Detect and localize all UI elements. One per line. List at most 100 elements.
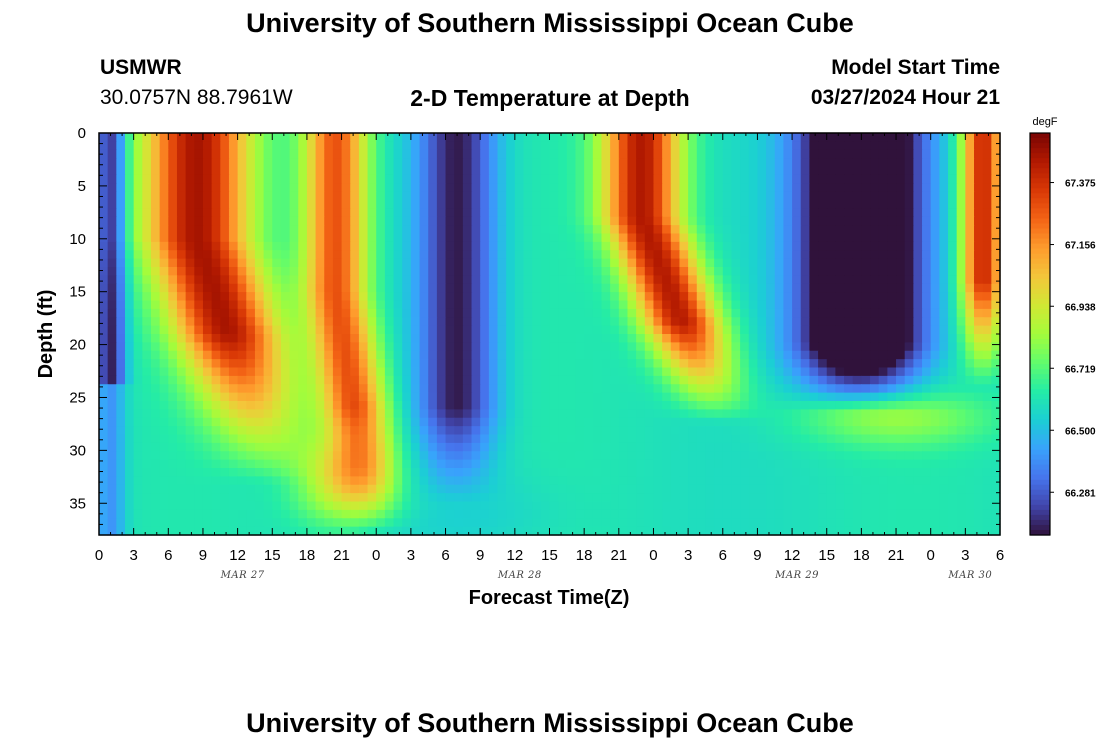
- heatmap-cell: [956, 375, 966, 385]
- heatmap-cell: [826, 225, 836, 235]
- heatmap-cell: [688, 233, 698, 243]
- heatmap-cell: [514, 183, 525, 193]
- heatmap-cell: [922, 183, 932, 193]
- heatmap-cell: [419, 208, 429, 218]
- heatmap-cell: [358, 183, 369, 193]
- heatmap-cell: [610, 275, 620, 285]
- heatmap-cell: [384, 392, 395, 402]
- heatmap-cell: [653, 468, 663, 477]
- heatmap-cell: [852, 200, 862, 209]
- heatmap-cell: [852, 225, 862, 235]
- heatmap-cell: [766, 149, 776, 159]
- heatmap-cell: [116, 216, 126, 226]
- heatmap-cell: [150, 375, 161, 385]
- heatmap-cell: [870, 493, 880, 503]
- heatmap-cell: [774, 417, 785, 427]
- heatmap-cell: [376, 459, 386, 469]
- heatmap-cell: [176, 158, 187, 168]
- heatmap-cell: [514, 174, 525, 184]
- heatmap-cell: [792, 174, 802, 184]
- heatmap-cell: [462, 401, 473, 410]
- heatmap-cell: [272, 442, 282, 452]
- heatmap-cell: [930, 501, 940, 511]
- heatmap-cell: [878, 476, 888, 486]
- heatmap-cell: [176, 359, 187, 369]
- heatmap-cell: [922, 300, 932, 310]
- heatmap-cell: [246, 375, 256, 385]
- heatmap-cell: [107, 183, 117, 193]
- heatmap-cell: [757, 208, 767, 218]
- heatmap-cell: [679, 384, 689, 394]
- heatmap-cell: [696, 258, 707, 268]
- heatmap-cell: [280, 417, 291, 427]
- heatmap-cell: [826, 484, 836, 494]
- heatmap-cell: [488, 317, 499, 327]
- heatmap-cell: [523, 200, 533, 209]
- heatmap-cell: [870, 401, 880, 410]
- heatmap-cell: [367, 518, 377, 528]
- heatmap-cell: [549, 300, 559, 310]
- heatmap-cell: [861, 501, 871, 511]
- heatmap-cell: [228, 468, 239, 477]
- heatmap-cell: [462, 476, 473, 486]
- heatmap-cell: [99, 208, 109, 218]
- heatmap-cell: [332, 158, 343, 168]
- heatmap-cell: [792, 133, 802, 142]
- heatmap-cell: [254, 149, 265, 159]
- heatmap-cell: [835, 468, 845, 477]
- heatmap-cell: [402, 308, 412, 318]
- heatmap-cell: [835, 459, 845, 469]
- heatmap-cell: [246, 484, 256, 494]
- heatmap-cell: [124, 233, 135, 243]
- heatmap-cell: [107, 401, 117, 410]
- heatmap-cell: [948, 183, 958, 193]
- heatmap-cell: [627, 275, 637, 285]
- heatmap-cell: [272, 392, 282, 402]
- heatmap-cell: [982, 501, 992, 511]
- heatmap-cell: [705, 484, 715, 494]
- heatmap-cell: [939, 174, 949, 184]
- heatmap-cell: [766, 367, 776, 377]
- heatmap-cell: [419, 233, 429, 243]
- heatmap-cell: [419, 216, 429, 226]
- heatmap-cell: [792, 158, 802, 168]
- heatmap-cell: [974, 359, 984, 369]
- heatmap-cell: [280, 250, 291, 260]
- heatmap-cell: [445, 359, 455, 369]
- heatmap-cell: [705, 166, 715, 176]
- heatmap-cell: [748, 367, 759, 377]
- heatmap-cell: [948, 216, 958, 226]
- heatmap-cell: [618, 334, 629, 343]
- heatmap-cell: [471, 417, 481, 427]
- heatmap-cell: [601, 509, 611, 519]
- heatmap-cell: [280, 375, 291, 385]
- heatmap-cell: [956, 166, 966, 176]
- heatmap-cell: [896, 359, 906, 369]
- heatmap-cell: [471, 426, 481, 436]
- heatmap-cell: [289, 442, 299, 452]
- heatmap-cell: [844, 375, 854, 385]
- heatmap-cell: [592, 434, 603, 444]
- heatmap-cell: [532, 133, 542, 142]
- heatmap-cell: [956, 484, 966, 494]
- heatmap-cell: [506, 484, 516, 494]
- heatmap-cell: [783, 434, 793, 444]
- heatmap-cell: [202, 200, 213, 209]
- heatmap-cell: [688, 417, 698, 427]
- heatmap-cell: [176, 518, 187, 528]
- heatmap-cell: [904, 191, 914, 201]
- heatmap-cell: [133, 334, 143, 343]
- heatmap-cell: [610, 501, 620, 511]
- heatmap-cell: [930, 317, 940, 327]
- heatmap-cell: [298, 258, 308, 268]
- heatmap-cell: [714, 401, 724, 410]
- heatmap-cell: [922, 258, 932, 268]
- heatmap-cell: [601, 225, 611, 235]
- heatmap-cell: [610, 267, 620, 276]
- heatmap-cell: [696, 149, 707, 159]
- heatmap-cell: [116, 518, 126, 528]
- heatmap-cell: [991, 459, 1001, 469]
- heatmap-cell: [549, 375, 559, 385]
- heatmap-cell: [194, 241, 204, 251]
- heatmap-cell: [428, 275, 438, 285]
